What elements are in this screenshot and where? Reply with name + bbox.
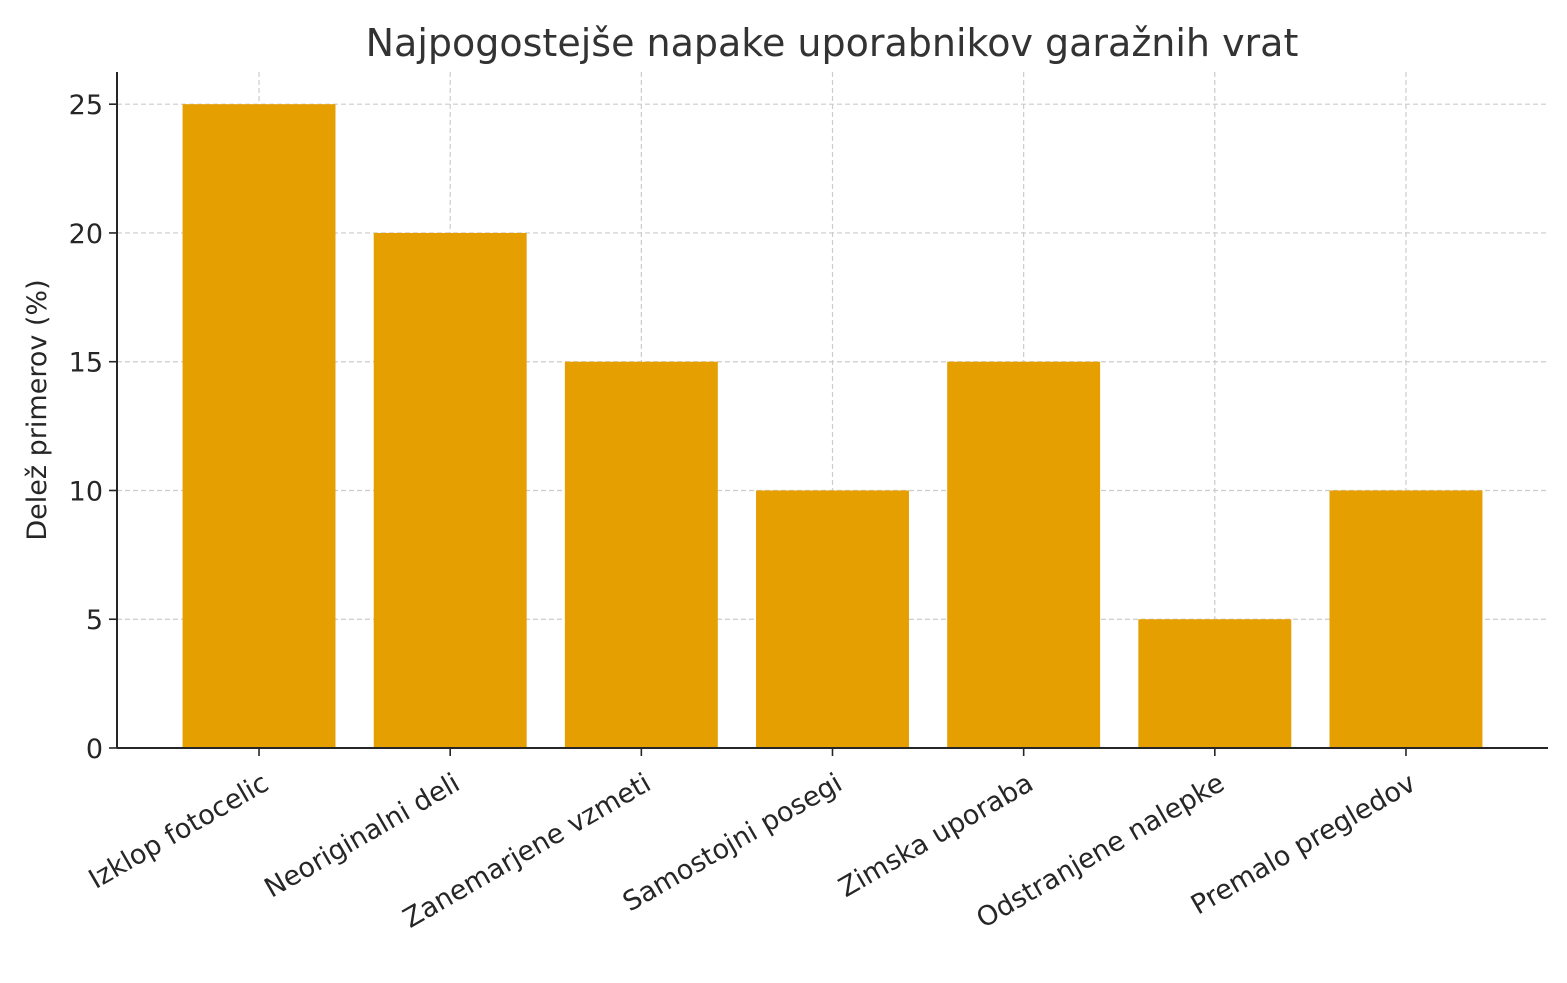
bar-4 xyxy=(947,361,1101,748)
bar-0 xyxy=(182,104,336,748)
bar-1 xyxy=(373,232,527,748)
y-tick-label: 20 xyxy=(69,219,103,250)
x-tick-label: Neoriginalni deli xyxy=(259,768,465,905)
y-tick-label: 0 xyxy=(86,734,103,765)
bar-2 xyxy=(564,361,718,748)
bar-6 xyxy=(1329,490,1483,748)
y-tick-label: 25 xyxy=(69,90,103,121)
y-tick-label: 15 xyxy=(69,348,103,379)
y-tick-label: 5 xyxy=(86,605,103,636)
chart-title: Najpogostejše napake uporabnikov garažni… xyxy=(366,21,1299,65)
x-tick-label: Izklop fotocelic xyxy=(84,768,274,896)
bar-3 xyxy=(756,490,909,748)
y-axis-label: Delež primerov (%) xyxy=(22,279,53,540)
bar-5 xyxy=(1138,619,1292,748)
y-tick-label: 10 xyxy=(69,476,103,507)
x-tick-label: Zimska uporaba xyxy=(834,768,1039,904)
